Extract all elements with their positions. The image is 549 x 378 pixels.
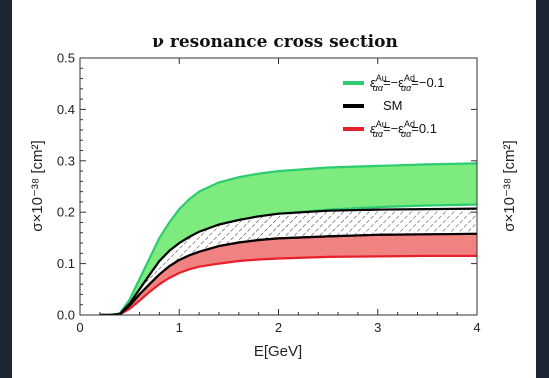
legend-label: εAu αα=−εAd αα=0.1 <box>370 119 437 139</box>
x-tick-label: 0 <box>76 320 83 335</box>
band-0 <box>99 163 477 315</box>
x-axis: 0 1 2 3 4 <box>76 58 481 335</box>
legend-item-0: εAu αα=−εAd αα=−0.1 <box>343 73 445 93</box>
legend-label: εAu αα=−εAd αα=−0.1 <box>370 73 445 93</box>
y-tick-label: 0.4 <box>57 102 75 117</box>
x-tick-label: 3 <box>374 320 381 335</box>
legend-item-1: SM <box>343 98 403 113</box>
band-1-upper-line <box>99 207 477 315</box>
band-0-upper-line <box>99 162 477 315</box>
y-axis-title: σ×10⁻³⁸ [cm²] <box>29 140 46 231</box>
y-tick-label: 0.5 <box>57 51 75 66</box>
legend-item-2: εAu αα=−εAd αα=0.1 <box>343 119 437 139</box>
chart-title: ν resonance cross section <box>152 32 398 52</box>
x-tick-label: 4 <box>473 320 480 335</box>
y-tick-label: 0.1 <box>57 256 75 271</box>
y-tick-label: 0.2 <box>57 205 75 220</box>
y-axis: 0.0 0.1 0.2 0.3 0.4 0.5 <box>57 51 477 323</box>
x-axis-title: E[GeV] <box>254 343 302 360</box>
band-2-lower-line <box>99 254 477 315</box>
legend: εAu αα=−εAd αα=−0.1 SM εAu αα=−εAd αα=0.1 <box>343 73 445 139</box>
band-1-lower-line <box>99 232 477 315</box>
x-tick-label: 1 <box>176 320 183 335</box>
y-tick-label: 0.3 <box>57 153 75 168</box>
y-axis-title-right: σ×10⁻³⁸ [cm²] <box>501 140 518 231</box>
y-tick-label: 0.0 <box>57 308 75 323</box>
x-tick-label: 2 <box>275 320 282 335</box>
legend-label: SM <box>383 98 403 113</box>
plot-area <box>99 162 477 315</box>
